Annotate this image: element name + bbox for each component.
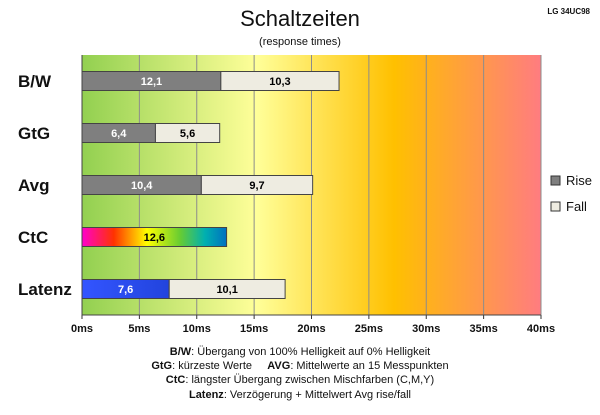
note-ctc: CtC: längster Übergang zwischen Mischfar… <box>165 374 435 387</box>
x-tick-label: 15ms <box>240 323 268 335</box>
note-latenz: Latenz: Verzögerung + Mittelwert Avg ris… <box>188 388 412 401</box>
x-tick-label: 5ms <box>128 323 150 335</box>
bar-fall-label: 5,6 <box>180 128 195 140</box>
chart-subtitle: (response times) <box>259 36 341 48</box>
x-tick-label: 35ms <box>470 323 498 335</box>
bar-fall-label: 10,1 <box>216 284 237 296</box>
category-label: CtC <box>18 228 48 247</box>
category-label: Latenz <box>18 280 72 299</box>
category-label: Avg <box>18 176 50 195</box>
bar-rise-label: 7,6 <box>118 284 133 296</box>
x-tick-label: 0ms <box>71 323 93 335</box>
x-tick-label: 30ms <box>412 323 440 335</box>
x-tick-label: 10ms <box>183 323 211 335</box>
legend-label-rise: Rise <box>566 173 592 188</box>
bar-fall-label: 10,3 <box>269 76 290 88</box>
legend-swatch-rise <box>550 175 561 186</box>
bar-fall <box>154 123 221 143</box>
chart-notes: B/W: Übergang von 100% Helligkeit auf 0%… <box>0 345 600 402</box>
bar-rise-label: 12,1 <box>141 76 162 88</box>
bar-rise-label: 12,6 <box>144 232 165 244</box>
bar-rise-label: 6,4 <box>111 128 127 140</box>
chart-title: Schaltzeiten <box>240 6 360 31</box>
x-tick-label: 20ms <box>297 323 325 335</box>
bar-fall-label: 9,7 <box>249 180 264 192</box>
legend-swatch-fall <box>550 201 561 212</box>
bar-fall <box>200 175 314 195</box>
bar-fall <box>220 71 340 91</box>
legend-label-fall: Fall <box>566 199 587 214</box>
category-label: B/W <box>18 72 52 91</box>
note-bw: B/W: Übergang von 100% Helligkeit auf 0%… <box>169 346 431 358</box>
bar-fall <box>168 279 286 299</box>
note-gtg-avg: GtG: kürzeste Werte AVG: Mittelwerte an … <box>151 360 449 373</box>
category-label: GtG <box>18 124 50 143</box>
monitor-model-label: LG 34UC98 <box>547 7 590 16</box>
bar-rise-label: 10,4 <box>131 180 153 192</box>
x-tick-label: 40ms <box>527 323 555 335</box>
response-time-chart: 12,1 10,3 6,4 5,6 10,4 9,7 12,6 7,6 10,1 0ms 5ms 1… <box>18 55 592 335</box>
x-tick-label: 25ms <box>355 323 383 335</box>
